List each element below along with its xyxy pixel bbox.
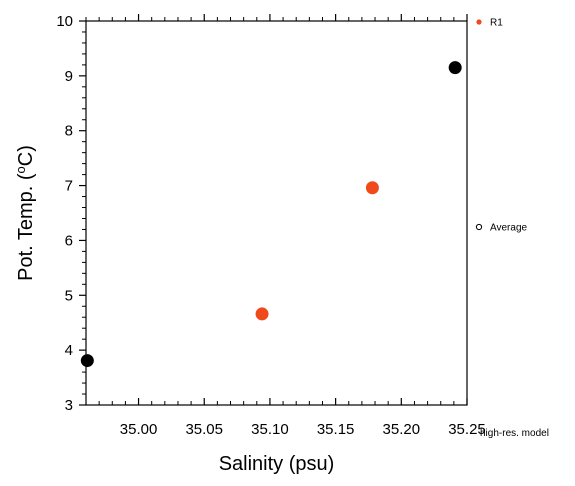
y-tick-label: 6 xyxy=(65,232,73,249)
y-tick-label: 4 xyxy=(65,342,73,359)
y-axis-ticks: 3 4 5 6 7 8 9 10 xyxy=(56,13,86,414)
x-tick-label: 35.15 xyxy=(317,421,355,438)
y-tick-label: 8 xyxy=(65,123,73,140)
y-tick-label: 9 xyxy=(65,68,73,85)
x-tick-label: 35.10 xyxy=(251,421,289,438)
legend-label-high-res-model: high-res. model xyxy=(480,428,549,439)
data-point-r1 xyxy=(255,307,269,321)
y-tick-label: 10 xyxy=(56,13,73,30)
data-point-black xyxy=(80,354,94,368)
legend-marker-r1 xyxy=(476,19,482,25)
legend-label-average: Average xyxy=(490,223,528,234)
y-tick-label: 3 xyxy=(65,397,73,414)
legend-marker-average xyxy=(475,223,483,231)
x-tick-label: 35.00 xyxy=(120,421,158,438)
data-point-r1 xyxy=(365,181,379,195)
plot-frame xyxy=(85,20,468,406)
data-points xyxy=(80,61,462,368)
legend: R1 Average high-res. model xyxy=(475,18,549,439)
x-tick-label: 35.05 xyxy=(185,421,223,438)
data-point-black xyxy=(448,61,462,75)
y-axis-title: Pot. Temp. (oC) xyxy=(13,145,37,281)
y-tick-label: 5 xyxy=(65,287,73,304)
x-axis-ticks: 35.00 35.05 35.10 35.15 35.20 35.25 xyxy=(85,14,486,438)
y-tick-label: 7 xyxy=(65,178,73,195)
legend-label-r1: R1 xyxy=(490,18,503,29)
x-axis-title: Salinity (psu) xyxy=(219,453,335,475)
x-tick-label: 35.25 xyxy=(448,421,486,438)
x-tick-label: 35.20 xyxy=(383,421,421,438)
